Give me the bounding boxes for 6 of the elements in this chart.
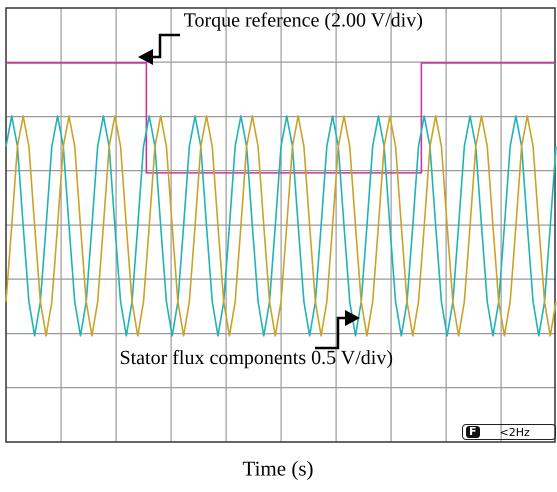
annotation: F xyxy=(466,425,480,438)
status-box: F <2Hz xyxy=(462,424,556,440)
annotation: <2Hz xyxy=(500,426,530,438)
x-axis-title: Time (s) xyxy=(242,456,314,481)
text: Torque reference (2.00 V/div) xyxy=(184,9,423,32)
annotation: Stator flux components 0.5 V/div) xyxy=(120,346,393,369)
